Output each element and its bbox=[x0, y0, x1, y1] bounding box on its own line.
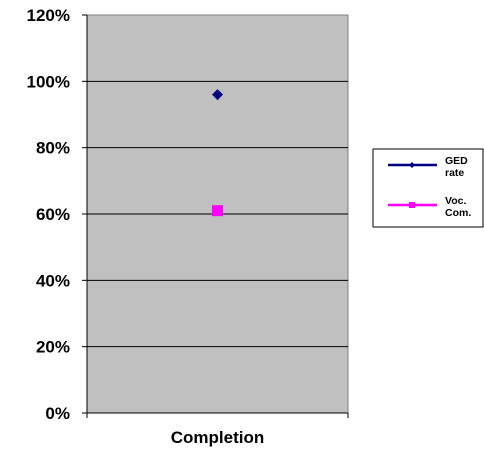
y-tick-labels: 0% 20% 40% 60% 80% 100% 120% bbox=[27, 6, 70, 423]
data-point-ged-rate bbox=[212, 89, 223, 101]
y-tick-label: 100% bbox=[27, 72, 70, 91]
legend-marker bbox=[409, 202, 415, 208]
y-tick-label: 120% bbox=[27, 6, 70, 25]
legend-marker bbox=[409, 162, 415, 168]
legend: GED rate Voc. Com. bbox=[372, 148, 484, 228]
x-category-labels: Completion bbox=[171, 428, 265, 447]
legend-box bbox=[372, 148, 484, 228]
x-category-label: Completion bbox=[171, 428, 265, 447]
data-points bbox=[212, 89, 223, 217]
axes bbox=[82, 14, 349, 418]
y-tick-label: 0% bbox=[45, 404, 70, 423]
y-tick-label: 80% bbox=[36, 139, 70, 158]
y-tick-label: 60% bbox=[36, 205, 70, 224]
gridlines bbox=[87, 80, 348, 348]
data-point-voc-com bbox=[212, 205, 223, 217]
y-tick-label: 40% bbox=[36, 271, 70, 290]
y-tick-label: 20% bbox=[36, 338, 70, 357]
legend-label: Voc. Com. bbox=[445, 195, 471, 219]
legend-label: GED rate bbox=[445, 155, 468, 179]
